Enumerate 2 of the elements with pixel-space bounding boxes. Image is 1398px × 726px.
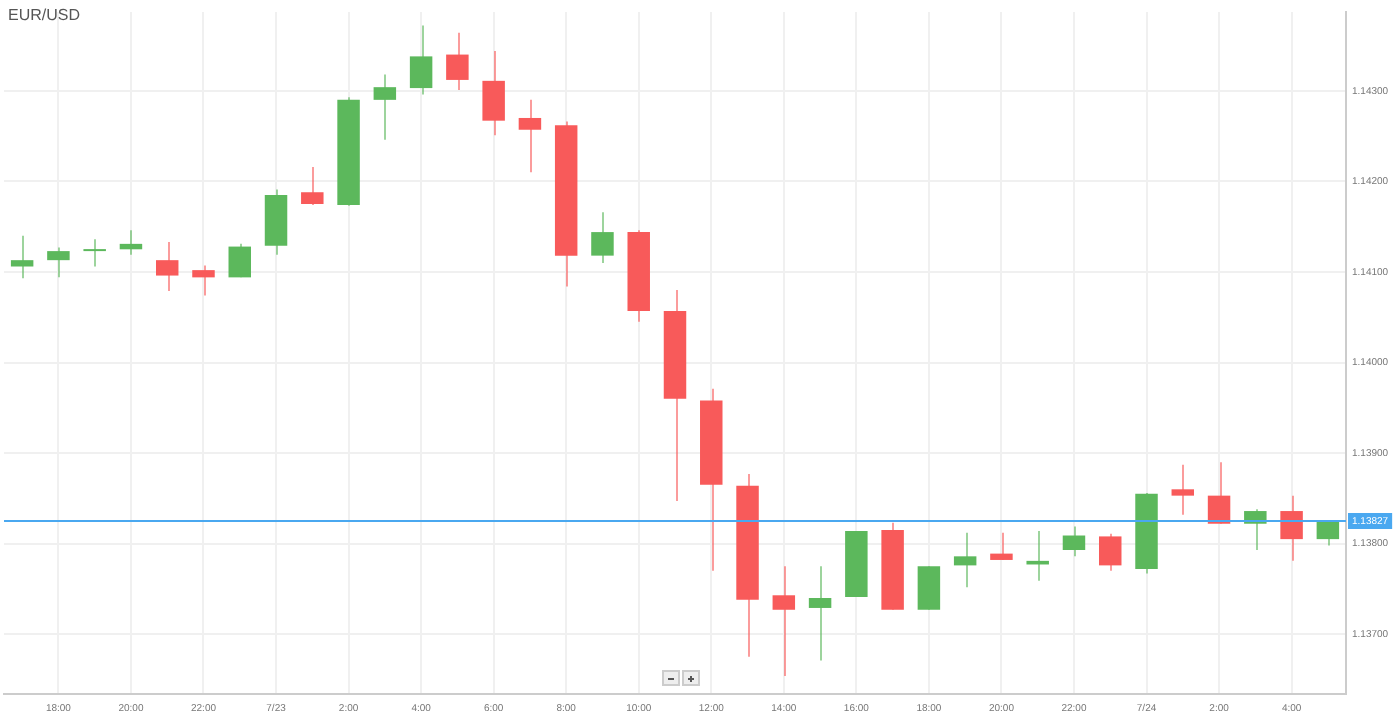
chart-title: EUR/USD: [8, 6, 81, 24]
candlestick: [917, 565, 941, 611]
